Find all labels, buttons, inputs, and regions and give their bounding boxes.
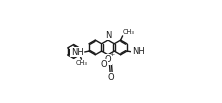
Text: O: O [108,73,114,82]
Text: O: O [105,55,111,64]
Text: O: O [101,60,108,69]
Text: ⁻: ⁻ [99,60,103,69]
Text: NH: NH [71,48,84,57]
Text: CH₃: CH₃ [75,60,87,66]
Text: N: N [105,31,111,40]
Text: CH₃: CH₃ [123,29,135,35]
Text: NH: NH [132,47,145,56]
Text: +: + [110,52,115,57]
